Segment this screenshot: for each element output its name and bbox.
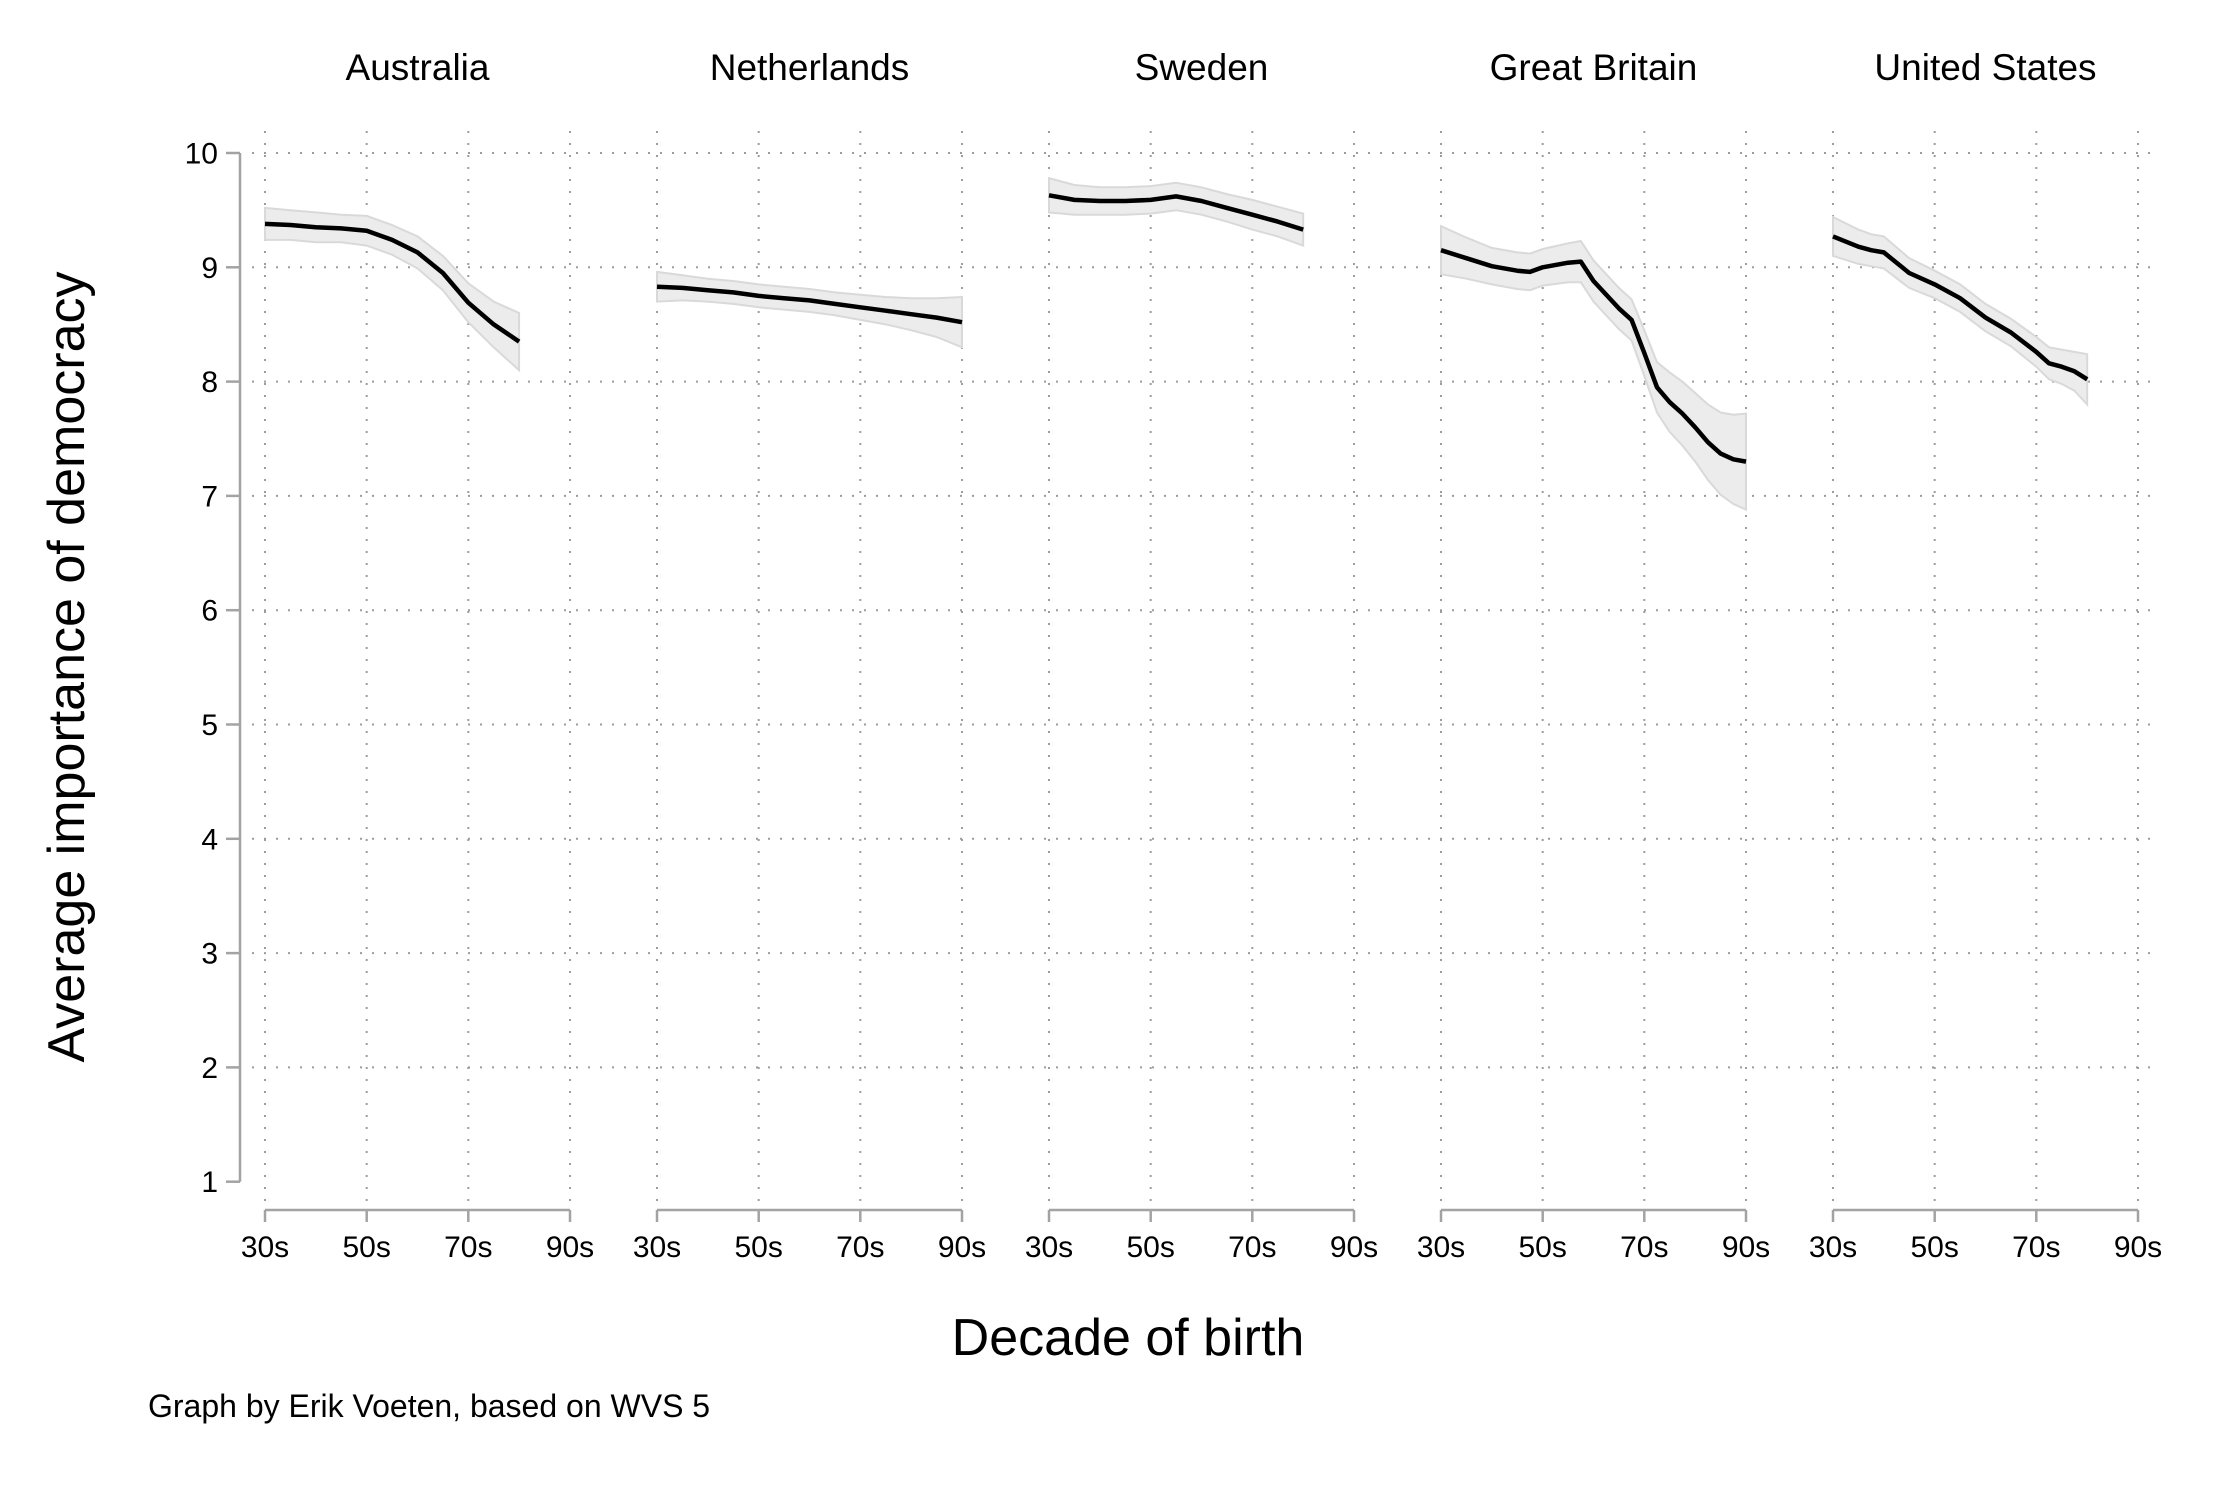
confidence-band	[656, 270, 963, 349]
x-tick-label: 90s	[546, 1231, 594, 1264]
y-tick-label: 10	[185, 138, 218, 171]
x-tick-label: 30s	[1417, 1231, 1465, 1264]
x-tick-label: 30s	[1025, 1231, 1073, 1264]
x-tick-label: 30s	[1809, 1231, 1857, 1264]
data-line	[1440, 248, 1747, 464]
confidence-band	[1048, 176, 1305, 248]
y-tick-label: 3	[201, 938, 218, 971]
x-tick-label: 70s	[2012, 1231, 2060, 1264]
y-axis-title: Average importance of democracy	[38, 271, 96, 1063]
x-tick-label: 50s	[343, 1231, 391, 1264]
x-tick-label: 90s	[1722, 1231, 1770, 1264]
data-line	[1048, 193, 1304, 232]
x-tick-label: 90s	[2114, 1231, 2162, 1264]
confidence-band	[1832, 215, 2089, 408]
x-tick-label: 50s	[735, 1231, 783, 1264]
y-tick-label: 1	[201, 1166, 218, 1199]
x-tick-label: 90s	[938, 1231, 986, 1264]
facet-title: United States	[1874, 47, 2096, 88]
confidence-band	[264, 206, 521, 373]
caption: Graph by Erik Voeten, based on WVS 5	[148, 1388, 711, 1424]
data-line	[1832, 234, 2089, 382]
facet-title: Australia	[346, 47, 490, 88]
facet-title: Sweden	[1135, 47, 1269, 88]
x-tick-label: 70s	[1620, 1231, 1668, 1264]
x-tick-label: 30s	[633, 1231, 681, 1264]
facet-title: Netherlands	[710, 47, 910, 88]
x-tick-label: 70s	[444, 1231, 492, 1264]
x-tick-label: 70s	[836, 1231, 884, 1264]
y-tick-label: 2	[201, 1052, 218, 1085]
x-tick-label: 90s	[1330, 1231, 1378, 1264]
y-tick-label: 8	[201, 366, 218, 399]
data-line	[656, 284, 963, 325]
y-tick-label: 9	[201, 252, 218, 285]
x-axis-title: Decade of birth	[951, 1309, 1305, 1367]
x-tick-label: 70s	[1228, 1231, 1276, 1264]
confidence-band	[1440, 224, 1747, 512]
y-tick-label: 6	[201, 595, 218, 628]
y-tick-label: 5	[201, 709, 218, 742]
x-tick-label: 50s	[1911, 1231, 1959, 1264]
data-line	[264, 221, 521, 344]
facet-title: Great Britain	[1490, 47, 1698, 88]
y-tick-label: 4	[201, 823, 218, 856]
x-tick-label: 30s	[241, 1231, 289, 1264]
y-tick-label: 7	[201, 480, 218, 513]
x-tick-label: 50s	[1127, 1231, 1175, 1264]
x-tick-label: 50s	[1519, 1231, 1567, 1264]
